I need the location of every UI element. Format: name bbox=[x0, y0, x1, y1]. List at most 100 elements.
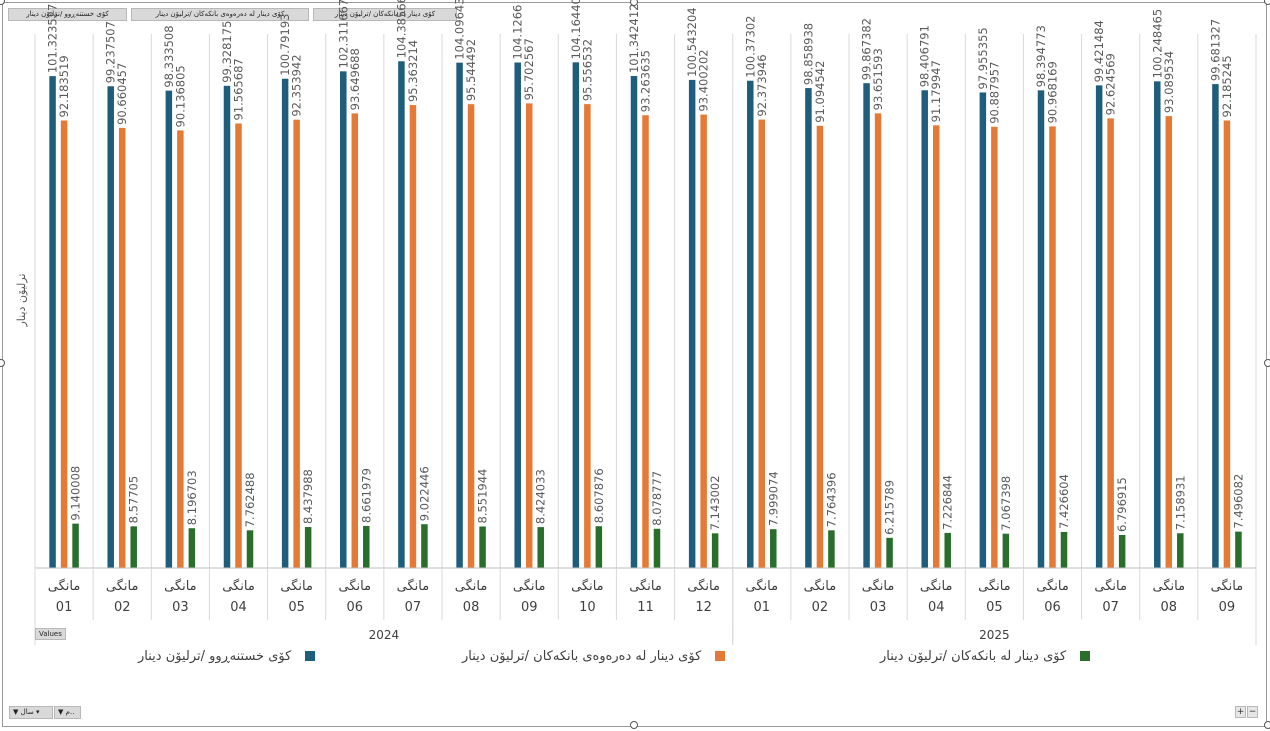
bar-series2-cat12[interactable] bbox=[700, 114, 707, 568]
bar-series3-cat4[interactable] bbox=[246, 530, 254, 568]
bar-series1-cat9[interactable] bbox=[514, 62, 521, 568]
bar-series2-cat1[interactable] bbox=[60, 120, 68, 569]
data-label-series2-cat17: 90.887957 bbox=[987, 62, 1001, 124]
legend-label-outside-banks: کۆی دینار لە دەرەوەی بانکەکان /ترلیۆن دی… bbox=[462, 648, 702, 664]
bar-series2-cat19[interactable] bbox=[1107, 118, 1114, 568]
year-filter-button[interactable]: ▼ سال ▾ bbox=[9, 706, 53, 719]
data-label-series2-cat2: 90.660457 bbox=[115, 63, 129, 125]
month-number-label: 03 bbox=[870, 600, 887, 615]
bar-series2-cat2[interactable] bbox=[118, 127, 126, 568]
bar-series1-cat16[interactable] bbox=[921, 90, 928, 569]
bar-series3-cat6[interactable] bbox=[363, 525, 370, 568]
bar-series2-cat7[interactable] bbox=[409, 105, 417, 569]
month-filter-label: م.. bbox=[65, 708, 75, 716]
bar-series1-cat19[interactable] bbox=[1095, 85, 1103, 569]
bar-series3-cat16[interactable] bbox=[944, 532, 951, 568]
legend-item-banks[interactable]: کۆی دینار لە بانکەکان /ترلیۆن دینار bbox=[880, 646, 1091, 666]
legend-item-total-supply[interactable]: کۆی خستنەڕوو /ترلیۆن دینار bbox=[138, 646, 316, 666]
data-label-series1-cat20: 100.248465 bbox=[1150, 9, 1164, 79]
values-field-button[interactable]: Values bbox=[35, 628, 66, 640]
bar-series1-cat7[interactable] bbox=[398, 61, 405, 569]
bar-series3-cat7[interactable] bbox=[421, 524, 428, 568]
bar-series3-cat11[interactable] bbox=[653, 528, 661, 568]
bar-series3-cat8[interactable] bbox=[479, 526, 486, 568]
bar-series1-cat21[interactable] bbox=[1212, 84, 1219, 568]
bar-series3-cat20[interactable] bbox=[1177, 533, 1184, 568]
bar-series3-cat5[interactable] bbox=[304, 527, 312, 568]
data-label-series3-cat17: 7.067398 bbox=[999, 476, 1013, 531]
bar-series2-cat21[interactable] bbox=[1223, 120, 1231, 568]
bar-series2-cat15[interactable] bbox=[874, 113, 882, 569]
month-number-label: 02 bbox=[812, 600, 829, 615]
bar-series3-cat2[interactable] bbox=[130, 526, 137, 568]
bar-series1-cat18[interactable] bbox=[1037, 90, 1045, 568]
bar-series1-cat4[interactable] bbox=[223, 85, 231, 569]
bar-series2-cat5[interactable] bbox=[293, 119, 300, 569]
bar-series2-cat6[interactable] bbox=[351, 113, 359, 569]
bar-series2-cat11[interactable] bbox=[642, 115, 649, 569]
legend-item-outside-banks[interactable]: کۆی دینار لە دەرەوەی بانکەکان /ترلیۆن دی… bbox=[462, 646, 726, 666]
bar-series2-cat13[interactable] bbox=[758, 119, 766, 569]
resize-handle-right[interactable] bbox=[1264, 359, 1270, 367]
resize-handle-top-left[interactable] bbox=[0, 0, 5, 5]
bar-series1-cat1[interactable] bbox=[49, 76, 56, 568]
resize-handle-bottom[interactable] bbox=[630, 721, 638, 729]
bar-series3-cat12[interactable] bbox=[711, 533, 719, 568]
bar-series3-cat21[interactable] bbox=[1235, 531, 1242, 568]
expand-button[interactable]: + bbox=[1235, 706, 1246, 718]
bar-series3-cat14[interactable] bbox=[828, 530, 835, 568]
bar-series3-cat1[interactable] bbox=[72, 523, 79, 568]
bar-series2-cat16[interactable] bbox=[932, 125, 940, 569]
bar-series1-cat5[interactable] bbox=[281, 78, 289, 569]
month-filter-button[interactable]: ▼ م.. bbox=[54, 706, 81, 719]
legend-label-total-supply: کۆی خستنەڕوو /ترلیۆن دینار bbox=[138, 648, 292, 664]
bar-series1-cat6[interactable] bbox=[340, 71, 347, 568]
bar-series3-cat17[interactable] bbox=[1002, 533, 1010, 568]
collapse-button[interactable]: − bbox=[1247, 706, 1258, 718]
resize-handle-top-right[interactable] bbox=[1264, 0, 1270, 5]
bar-series3-cat3[interactable] bbox=[188, 528, 196, 568]
data-label-series3-cat20: 7.158931 bbox=[1173, 475, 1187, 530]
month-prefix-label: مانگی bbox=[1036, 578, 1069, 594]
legend-swatch-banks bbox=[1080, 651, 1091, 661]
field-button-outside-banks[interactable]: کۆی دینار لە دەرەوەی بانکەکان /ترلیۆن دی… bbox=[131, 8, 309, 21]
bar-series1-cat8[interactable] bbox=[456, 62, 463, 568]
month-number-label: 02 bbox=[114, 600, 131, 615]
bar-series2-cat17[interactable] bbox=[991, 126, 998, 569]
bar-series1-cat11[interactable] bbox=[630, 76, 638, 568]
field-button-banks[interactable]: کۆی دینار لە بانکەکان /ترلیۆن دینار bbox=[313, 8, 457, 21]
bar-series1-cat3[interactable] bbox=[165, 90, 173, 569]
bar-series1-cat13[interactable] bbox=[747, 80, 754, 568]
bar-series2-cat18[interactable] bbox=[1049, 126, 1056, 568]
bar-series3-cat10[interactable] bbox=[595, 526, 603, 568]
bar-series2-cat10[interactable] bbox=[584, 104, 591, 569]
bar-series2-cat14[interactable] bbox=[816, 125, 824, 568]
bar-series2-cat20[interactable] bbox=[1165, 116, 1173, 569]
field-button-total-supply[interactable]: کۆی خستنەڕوو /ترلیۆن دینار bbox=[8, 8, 127, 21]
resize-handle-bottom-right[interactable] bbox=[1264, 721, 1270, 729]
bar-series1-cat20[interactable] bbox=[1154, 81, 1161, 569]
bar-series1-cat2[interactable] bbox=[107, 86, 114, 568]
bar-series3-cat9[interactable] bbox=[537, 527, 544, 568]
bar-series1-cat17[interactable] bbox=[979, 92, 987, 568]
data-label-series3-cat21: 7.496082 bbox=[1231, 474, 1245, 529]
bar-series1-cat15[interactable] bbox=[863, 83, 870, 568]
bar-series2-cat3[interactable] bbox=[177, 130, 184, 568]
bar-series1-cat12[interactable] bbox=[688, 79, 696, 568]
bar-series3-cat19[interactable] bbox=[1118, 535, 1126, 568]
data-label-series1-cat17: 97.955355 bbox=[976, 27, 990, 89]
resize-handle-left[interactable] bbox=[0, 359, 5, 367]
bar-series3-cat18[interactable] bbox=[1060, 531, 1068, 568]
bar-series1-cat10[interactable] bbox=[572, 62, 580, 568]
month-prefix-label: مانگی bbox=[397, 578, 430, 594]
data-label-series1-cat12: 100.543204 bbox=[685, 7, 699, 77]
bar-series3-cat15[interactable] bbox=[886, 537, 893, 568]
resize-handle-top[interactable] bbox=[630, 0, 638, 6]
bar-series2-cat4[interactable] bbox=[235, 123, 242, 569]
bar-series2-cat9[interactable] bbox=[525, 103, 533, 569]
bar-series3-cat13[interactable] bbox=[770, 529, 777, 568]
data-label-series1-cat6: 102.311667 bbox=[336, 0, 350, 68]
month-number-label: 07 bbox=[1102, 600, 1119, 615]
bar-series1-cat14[interactable] bbox=[805, 88, 812, 569]
bar-series2-cat8[interactable] bbox=[467, 104, 475, 568]
